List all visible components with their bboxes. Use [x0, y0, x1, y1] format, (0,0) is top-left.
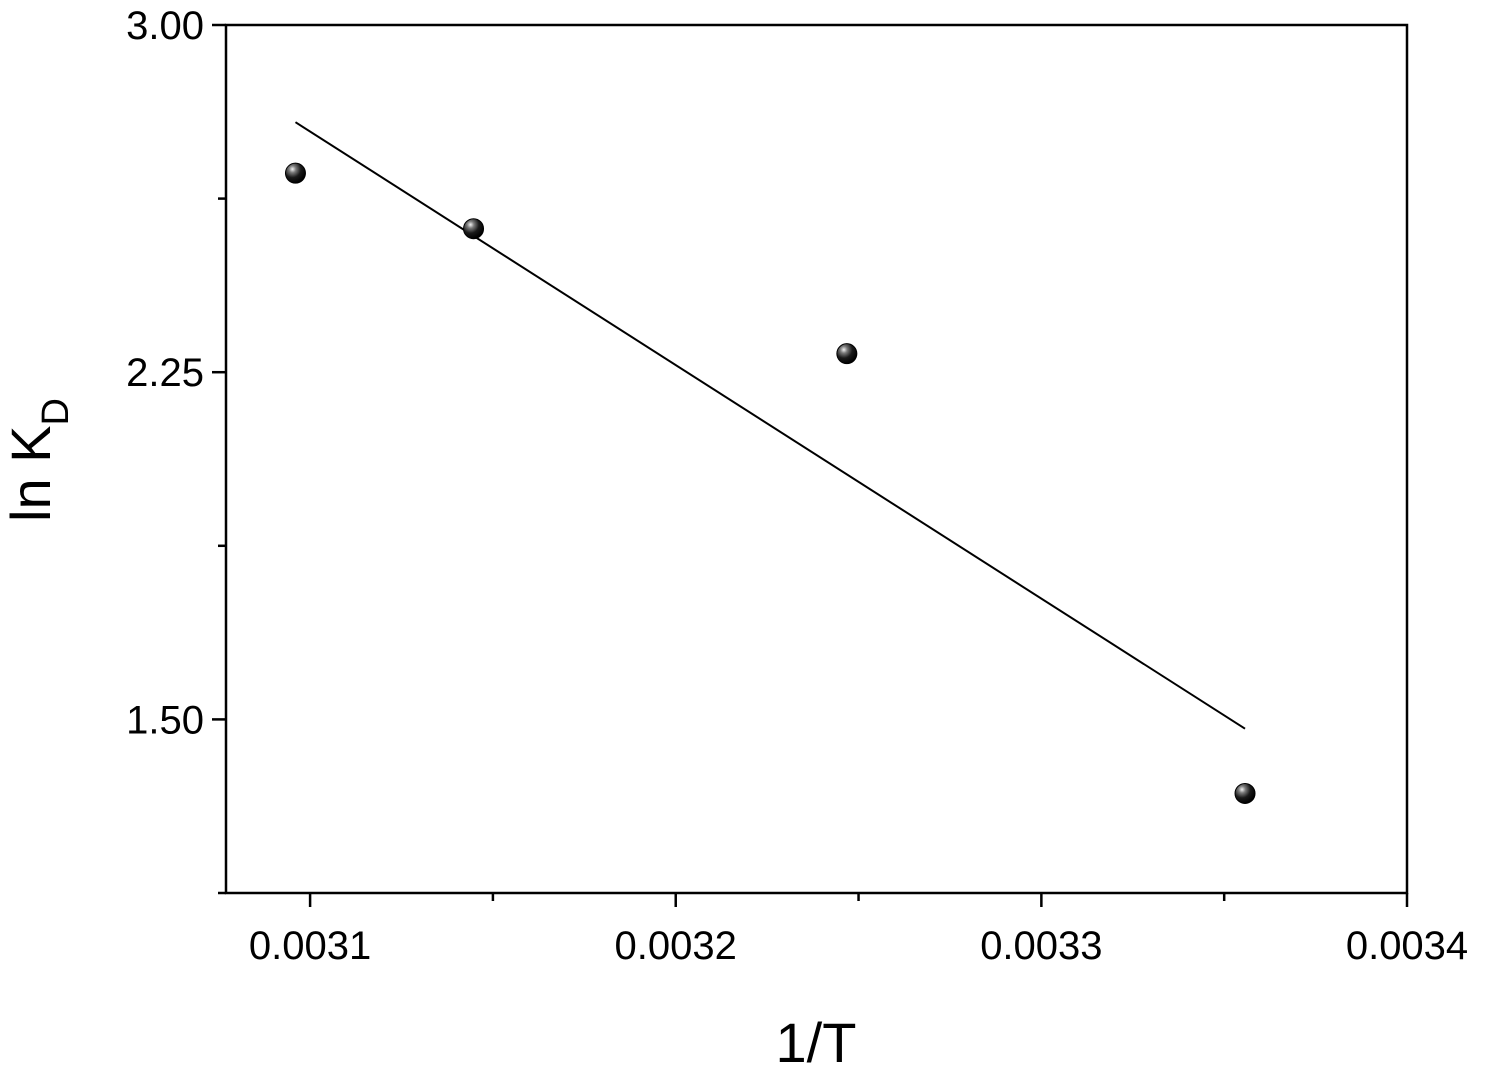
y-tick-label-1: 2.25	[126, 351, 204, 395]
y-tick-label-0: 3.00	[126, 4, 204, 48]
plot-frame	[224, 23, 1409, 895]
data-point-2	[836, 343, 858, 365]
x-axis-title: 1/T	[776, 1011, 857, 1070]
data-point-0	[284, 162, 306, 184]
y-axis-title-main: ln K	[0, 425, 62, 522]
fit-line	[294, 121, 1246, 730]
y-axis-title: ln KD	[0, 398, 77, 522]
data-point-1	[463, 218, 485, 240]
data-points	[284, 162, 1256, 804]
x-tick-label-3: 0.0034	[1346, 924, 1468, 968]
fit-line-group	[294, 121, 1246, 730]
y-axis-ticks: 3.00 2.25 1.50	[126, 4, 226, 895]
y-tick-label-2: 1.50	[126, 698, 204, 742]
data-point-3	[1234, 782, 1256, 804]
x-tick-label-0: 0.0031	[249, 924, 371, 968]
y-axis-title-subscript: D	[35, 398, 77, 425]
x-tick-label-1: 0.0032	[615, 924, 737, 968]
x-axis-ticks: 0.0031 0.0032 0.0033 0.0034	[249, 893, 1468, 968]
x-tick-label-2: 0.0033	[980, 924, 1102, 968]
